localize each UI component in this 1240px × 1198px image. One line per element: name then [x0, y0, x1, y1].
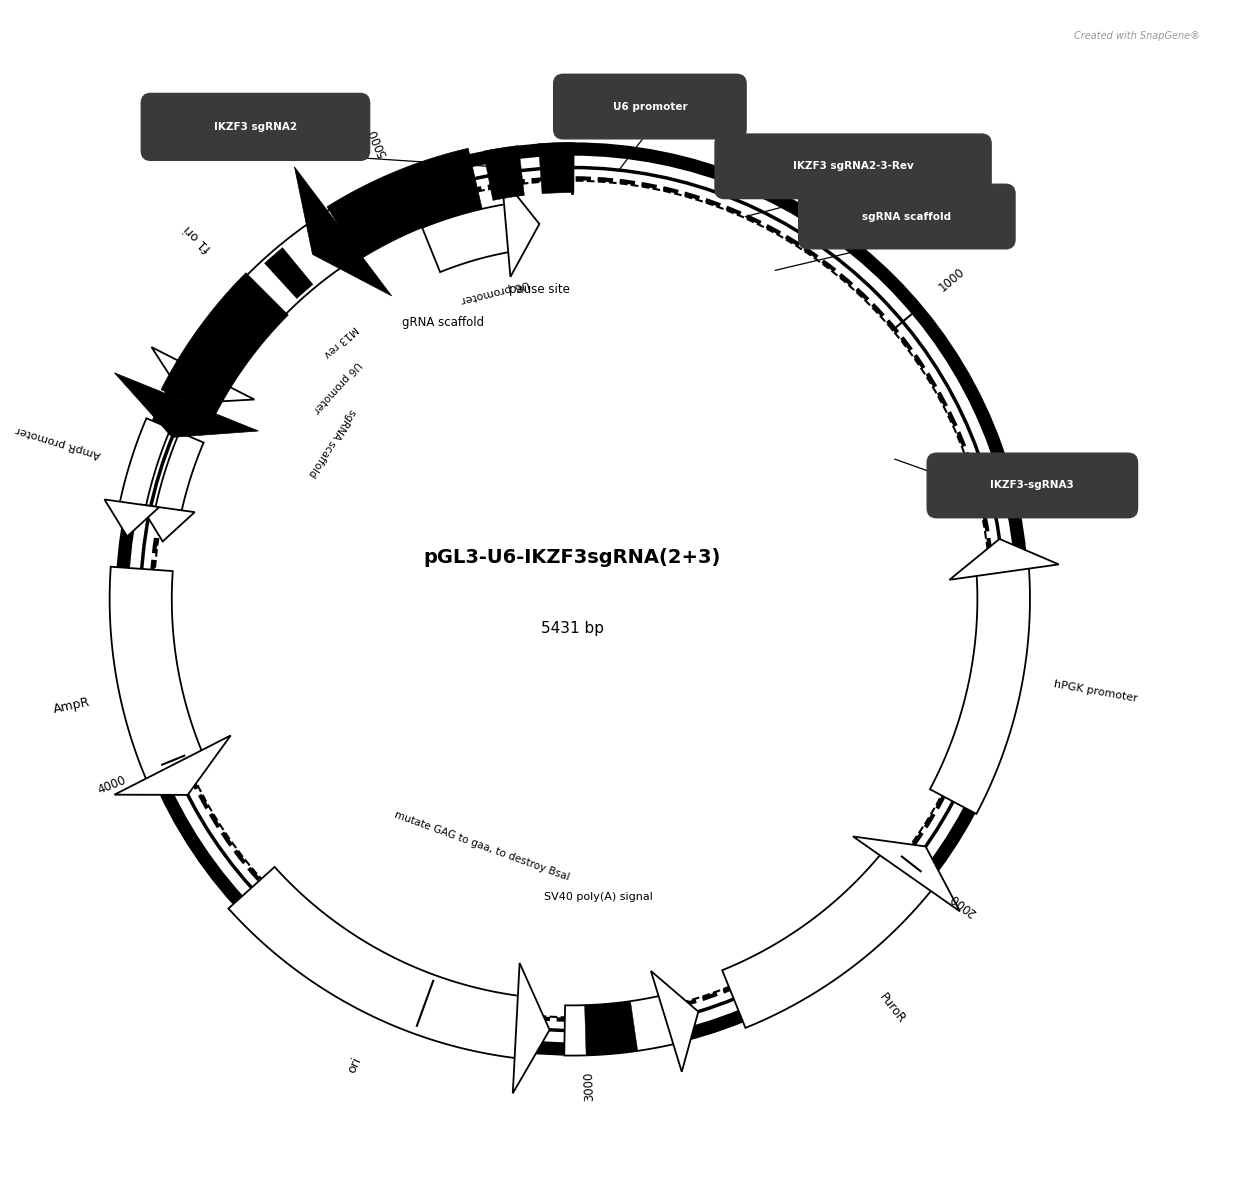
Polygon shape — [161, 273, 288, 417]
FancyBboxPatch shape — [554, 74, 746, 139]
Text: f1 ori: f1 ori — [182, 222, 215, 254]
Text: pGL3-U6-IKZF3sgRNA(2+3): pGL3-U6-IKZF3sgRNA(2+3) — [424, 547, 720, 567]
Text: 1000: 1000 — [936, 266, 967, 295]
Text: 3000: 3000 — [583, 1071, 596, 1101]
Text: PuroR: PuroR — [877, 991, 908, 1027]
Polygon shape — [513, 963, 549, 1094]
FancyBboxPatch shape — [799, 184, 1016, 249]
Text: 4000: 4000 — [97, 773, 129, 797]
Polygon shape — [484, 146, 525, 200]
Text: mutate GAG to gaa, to destroy BsaI: mutate GAG to gaa, to destroy BsaI — [393, 810, 572, 883]
Text: sgRNA scaffold: sgRNA scaffold — [862, 212, 951, 222]
Polygon shape — [651, 972, 698, 1072]
Text: hPGK promoter: hPGK promoter — [1053, 679, 1138, 703]
Polygon shape — [327, 149, 482, 260]
Text: U6 promoter: U6 promoter — [311, 359, 362, 415]
Text: IKZF3 sgRNA2-3-Rev: IKZF3 sgRNA2-3-Rev — [792, 162, 914, 171]
Text: 5000: 5000 — [367, 126, 391, 158]
Text: gRNA scaffold: gRNA scaffold — [402, 316, 485, 329]
Text: AmpR: AmpR — [52, 695, 92, 715]
Text: U6 promoter: U6 promoter — [613, 102, 687, 111]
Text: U6 promoter: U6 promoter — [460, 278, 531, 305]
Polygon shape — [114, 373, 258, 437]
Polygon shape — [151, 347, 254, 403]
Polygon shape — [120, 418, 171, 508]
Text: sgRNA scaffold: sgRNA scaffold — [306, 407, 357, 478]
Polygon shape — [930, 567, 1030, 813]
Text: 2000: 2000 — [947, 890, 978, 919]
Polygon shape — [502, 177, 539, 277]
Polygon shape — [722, 851, 931, 1028]
FancyBboxPatch shape — [928, 453, 1137, 518]
Polygon shape — [155, 432, 203, 516]
Polygon shape — [104, 500, 159, 537]
Polygon shape — [179, 201, 371, 391]
Text: SV40 poly(A) signal: SV40 poly(A) signal — [544, 891, 652, 902]
Polygon shape — [950, 539, 1059, 580]
Text: Created with SnapGene®: Created with SnapGene® — [1074, 31, 1199, 41]
Polygon shape — [294, 167, 392, 296]
Polygon shape — [140, 504, 195, 541]
Polygon shape — [422, 204, 517, 272]
Polygon shape — [228, 867, 523, 1058]
Polygon shape — [538, 143, 574, 194]
Text: IKZF3-sgRNA3: IKZF3-sgRNA3 — [991, 480, 1074, 490]
Polygon shape — [584, 1002, 637, 1055]
Circle shape — [164, 190, 981, 1008]
Text: pause site: pause site — [510, 284, 570, 296]
Text: M13 rev: M13 rev — [321, 323, 360, 359]
Polygon shape — [109, 567, 203, 780]
FancyBboxPatch shape — [141, 93, 370, 161]
Text: 5431 bp: 5431 bp — [541, 622, 604, 636]
Text: ori: ori — [346, 1054, 365, 1075]
Text: AmpR promoter: AmpR promoter — [14, 424, 102, 460]
Polygon shape — [853, 836, 960, 912]
Polygon shape — [114, 736, 231, 795]
Polygon shape — [564, 996, 675, 1055]
FancyBboxPatch shape — [715, 134, 991, 199]
Polygon shape — [264, 248, 312, 298]
Text: IKZF3 sgRNA2: IKZF3 sgRNA2 — [213, 122, 298, 132]
